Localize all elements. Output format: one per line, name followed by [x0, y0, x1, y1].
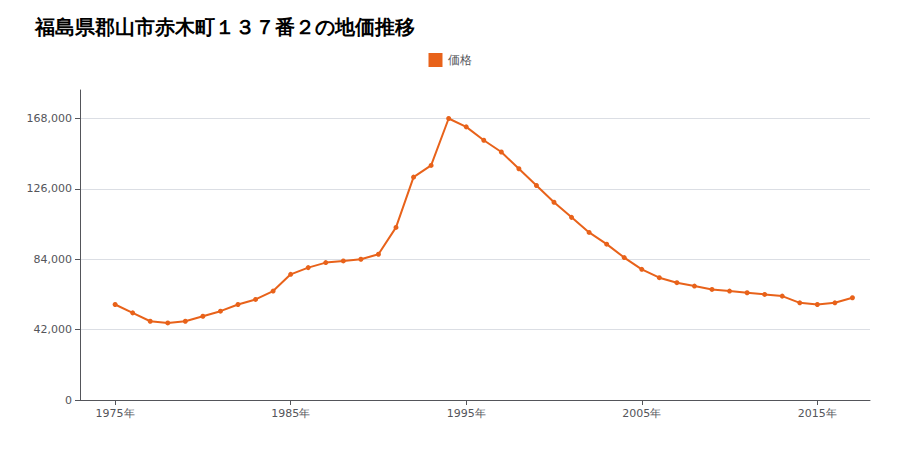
svg-text:2015年: 2015年 — [798, 407, 837, 420]
svg-text:84,000: 84,000 — [34, 253, 73, 266]
svg-text:2005年: 2005年 — [622, 407, 661, 420]
svg-text:福島県郡山市赤木町１３７番２の地価推移: 福島県郡山市赤木町１３７番２の地価推移 — [34, 15, 415, 39]
svg-text:126,000: 126,000 — [27, 182, 73, 195]
svg-text:1995年: 1995年 — [447, 407, 486, 420]
svg-text:0: 0 — [65, 394, 72, 407]
svg-text:1985年: 1985年 — [271, 407, 310, 420]
svg-text:1975年: 1975年 — [96, 407, 135, 420]
svg-text:価格: 価格 — [448, 53, 472, 67]
svg-text:168,000: 168,000 — [27, 112, 73, 125]
svg-text:42,000: 42,000 — [34, 323, 73, 336]
